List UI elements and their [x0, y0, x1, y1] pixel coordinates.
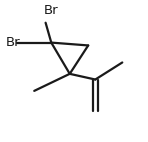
Text: Br: Br: [44, 4, 59, 17]
Text: Br: Br: [6, 36, 20, 49]
